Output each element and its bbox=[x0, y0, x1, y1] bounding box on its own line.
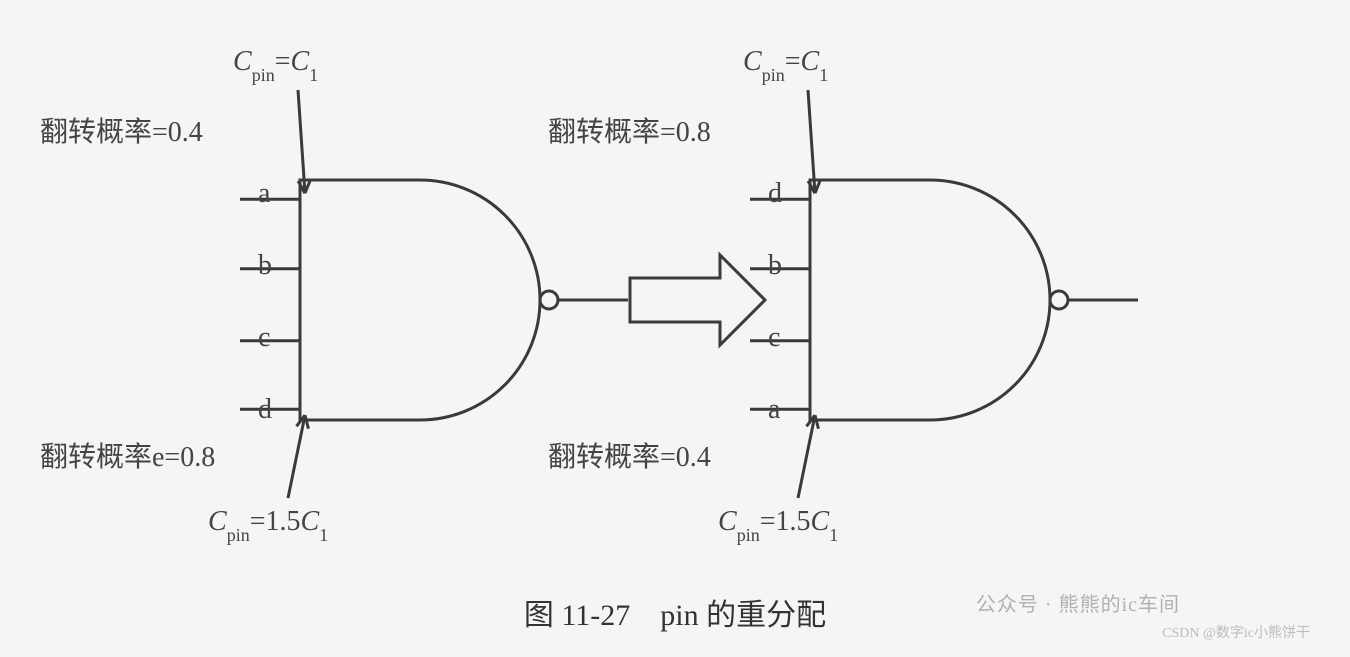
onefive: 1.5 bbox=[776, 506, 811, 537]
cpin-bot-left: Cpin=1.5C1 bbox=[208, 508, 328, 540]
onefive: 1.5 bbox=[266, 506, 301, 537]
c-letter-2: C bbox=[291, 46, 310, 77]
cpin-bot-right: Cpin=1.5C1 bbox=[718, 508, 838, 540]
pin-sub: pin bbox=[252, 65, 275, 85]
c-letter: C bbox=[208, 506, 227, 537]
eq: = bbox=[275, 46, 291, 77]
in-b-left: b bbox=[258, 252, 272, 280]
in-c-right: c bbox=[768, 324, 780, 352]
one-sub: 1 bbox=[819, 65, 828, 85]
c-letter-2: C bbox=[811, 506, 830, 537]
in-c-left: c bbox=[258, 324, 270, 352]
c-letter-2: C bbox=[301, 506, 320, 537]
c-letter: C bbox=[233, 46, 252, 77]
prob-bot-right: 翻转概率=0.4 bbox=[548, 444, 711, 472]
prob-bot-left: 翻转概率e=0.8 bbox=[40, 444, 215, 472]
pin-sub: pin bbox=[737, 525, 760, 545]
c-letter-2: C bbox=[801, 46, 820, 77]
watermark-2: CSDN @数字ic小熊饼干 bbox=[1162, 622, 1310, 642]
c-letter: C bbox=[743, 46, 762, 77]
in-d-left: d bbox=[258, 396, 272, 424]
prob-top-right: 翻转概率=0.8 bbox=[548, 119, 711, 147]
pin-sub: pin bbox=[227, 525, 250, 545]
cpin-top-left: Cpin=C1 bbox=[233, 48, 318, 80]
one-sub: 1 bbox=[309, 65, 318, 85]
c-letter: C bbox=[718, 506, 737, 537]
in-b-right: b bbox=[768, 252, 782, 280]
in-a-left: a bbox=[258, 180, 270, 208]
prob-top-left: 翻转概率=0.4 bbox=[40, 119, 203, 147]
cpin-top-right: Cpin=C1 bbox=[743, 48, 828, 80]
eq: = bbox=[785, 46, 801, 77]
in-d-right: d bbox=[768, 180, 782, 208]
watermark-1: 公众号 · 熊熊的ic车间 bbox=[976, 588, 1180, 617]
eq: = bbox=[760, 506, 776, 537]
eq: = bbox=[250, 506, 266, 537]
diagram-stage: 翻转概率=0.4 Cpin=C1 翻转概率e=0.8 Cpin=1.5C1 a … bbox=[0, 0, 1350, 657]
pin-sub: pin bbox=[762, 65, 785, 85]
one-sub: 1 bbox=[319, 525, 328, 545]
in-a-right: a bbox=[768, 396, 780, 424]
one-sub: 1 bbox=[829, 525, 838, 545]
diagram-svg bbox=[0, 0, 1350, 657]
